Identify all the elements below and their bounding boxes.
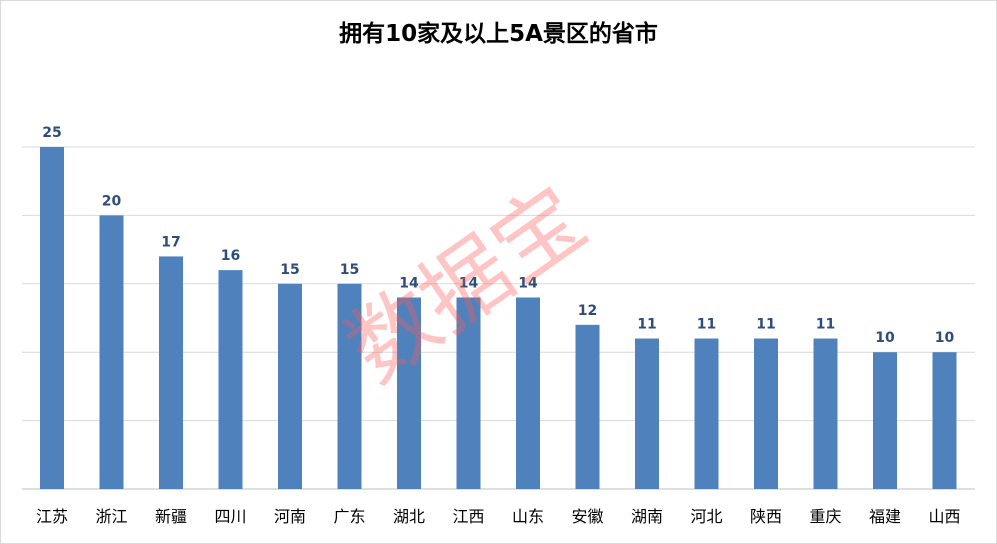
- x-tick-label: 江西: [452, 507, 484, 526]
- x-tick-label: 山东: [512, 507, 544, 526]
- x-tick-label: 安徽: [571, 507, 603, 526]
- bar: [813, 338, 838, 489]
- bar: [40, 147, 64, 489]
- bar: [635, 338, 659, 489]
- bar: [337, 283, 362, 489]
- data-label: 11: [637, 317, 656, 333]
- x-tick-label: 湖北: [393, 507, 425, 526]
- bar: [873, 352, 897, 489]
- bar: [218, 270, 243, 489]
- x-tick-label: 江苏: [36, 507, 68, 526]
- x-tick-label: 湖南: [631, 507, 663, 526]
- bar: [159, 256, 183, 489]
- x-tick-label: 河北: [690, 507, 722, 526]
- data-label: 15: [280, 262, 299, 278]
- x-tick-label: 陕西: [750, 507, 782, 526]
- x-tick-label: 山西: [928, 507, 960, 526]
- data-label: 16: [221, 248, 240, 264]
- bar: [99, 215, 124, 489]
- x-tick-label: 河南: [274, 507, 306, 526]
- data-label: 10: [935, 330, 955, 346]
- x-tick-label: 四川: [214, 507, 246, 526]
- chart-title: 拥有10家及以上5A景区的省市: [339, 21, 658, 47]
- bar: [575, 324, 600, 489]
- data-label: 14: [518, 275, 538, 291]
- bar: [278, 283, 302, 489]
- data-label: 14: [459, 275, 479, 291]
- x-tick-label: 新疆: [155, 507, 187, 526]
- data-label: 11: [816, 317, 835, 333]
- bar: [694, 338, 719, 489]
- x-tick-label: 福建: [869, 507, 901, 526]
- bar: [516, 297, 540, 489]
- x-tick-label: 广东: [333, 507, 365, 526]
- data-label: 15: [340, 262, 359, 278]
- bar: [456, 297, 481, 489]
- data-label: 20: [102, 193, 122, 209]
- data-label: 25: [42, 125, 61, 141]
- data-label: 10: [875, 330, 895, 346]
- x-tick-label: 重庆: [809, 507, 841, 526]
- data-label: 17: [161, 234, 180, 250]
- bar: [397, 297, 421, 489]
- data-label: 14: [399, 275, 419, 291]
- bar: [932, 352, 957, 489]
- data-label: 11: [697, 317, 716, 333]
- data-label: 12: [578, 303, 597, 319]
- data-label: 11: [756, 317, 775, 333]
- x-tick-label: 浙江: [95, 507, 127, 526]
- bar: [754, 338, 778, 489]
